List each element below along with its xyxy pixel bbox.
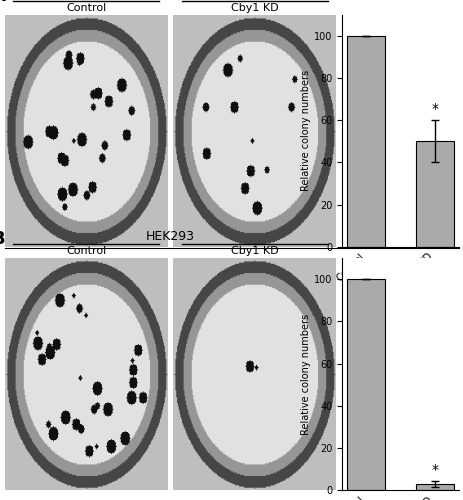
Bar xyxy=(415,142,453,246)
Text: *: * xyxy=(431,102,438,116)
Bar xyxy=(415,484,453,490)
Title: Cby1 KD: Cby1 KD xyxy=(231,246,278,256)
Y-axis label: Relative colony numbers: Relative colony numbers xyxy=(300,314,311,434)
Title: Control: Control xyxy=(66,246,106,256)
Text: HEK293: HEK293 xyxy=(146,230,195,243)
Text: B: B xyxy=(0,230,5,248)
Bar xyxy=(347,280,384,490)
Text: A: A xyxy=(0,0,6,5)
Bar xyxy=(347,36,384,246)
Title: Control: Control xyxy=(66,3,106,13)
Text: *: * xyxy=(431,464,438,477)
Title: Cby1 KD: Cby1 KD xyxy=(231,3,278,13)
Y-axis label: Relative colony numbers: Relative colony numbers xyxy=(300,70,311,192)
